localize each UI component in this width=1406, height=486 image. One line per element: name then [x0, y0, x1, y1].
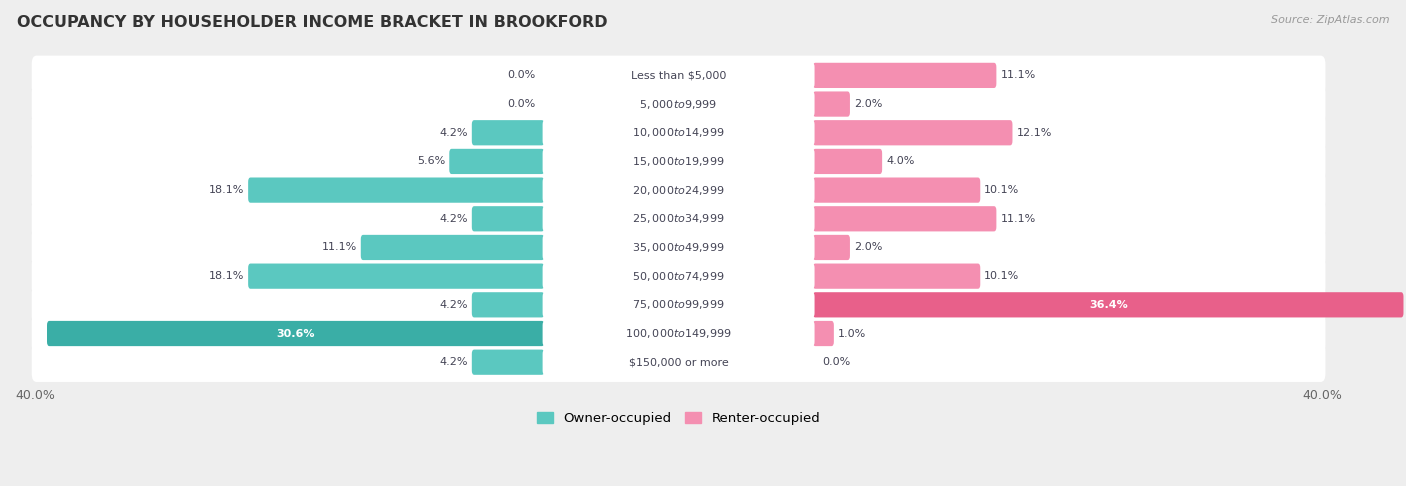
FancyBboxPatch shape: [543, 177, 814, 203]
Text: 12.1%: 12.1%: [1017, 128, 1052, 138]
FancyBboxPatch shape: [32, 170, 1326, 210]
FancyBboxPatch shape: [32, 113, 1326, 153]
FancyBboxPatch shape: [472, 206, 544, 231]
FancyBboxPatch shape: [543, 206, 814, 231]
FancyBboxPatch shape: [543, 263, 814, 289]
Text: $15,000 to $19,999: $15,000 to $19,999: [633, 155, 725, 168]
Text: $100,000 to $149,999: $100,000 to $149,999: [626, 327, 733, 340]
FancyBboxPatch shape: [32, 55, 1326, 95]
FancyBboxPatch shape: [32, 256, 1326, 296]
Text: 4.2%: 4.2%: [439, 214, 468, 224]
Text: 11.1%: 11.1%: [322, 243, 357, 252]
FancyBboxPatch shape: [32, 84, 1326, 124]
Text: 10.1%: 10.1%: [984, 271, 1019, 281]
FancyBboxPatch shape: [46, 321, 544, 346]
Text: 11.1%: 11.1%: [1001, 214, 1036, 224]
FancyBboxPatch shape: [543, 349, 814, 375]
FancyBboxPatch shape: [32, 199, 1326, 239]
Text: 18.1%: 18.1%: [208, 185, 245, 195]
FancyBboxPatch shape: [247, 263, 544, 289]
Text: 0.0%: 0.0%: [508, 99, 536, 109]
Text: $75,000 to $99,999: $75,000 to $99,999: [633, 298, 725, 312]
Text: $10,000 to $14,999: $10,000 to $14,999: [633, 126, 725, 139]
Text: 4.2%: 4.2%: [439, 357, 468, 367]
Text: $50,000 to $74,999: $50,000 to $74,999: [633, 270, 725, 283]
FancyBboxPatch shape: [813, 292, 1403, 317]
FancyBboxPatch shape: [543, 235, 814, 260]
FancyBboxPatch shape: [813, 149, 882, 174]
FancyBboxPatch shape: [813, 206, 997, 231]
Text: 11.1%: 11.1%: [1001, 70, 1036, 80]
Text: $5,000 to $9,999: $5,000 to $9,999: [640, 98, 717, 111]
Text: 30.6%: 30.6%: [277, 329, 315, 339]
FancyBboxPatch shape: [32, 285, 1326, 325]
FancyBboxPatch shape: [32, 314, 1326, 353]
Text: 0.0%: 0.0%: [508, 70, 536, 80]
FancyBboxPatch shape: [32, 141, 1326, 181]
Text: Source: ZipAtlas.com: Source: ZipAtlas.com: [1271, 15, 1389, 25]
Text: 2.0%: 2.0%: [853, 99, 883, 109]
Text: 4.0%: 4.0%: [886, 156, 914, 166]
FancyBboxPatch shape: [543, 321, 814, 346]
FancyBboxPatch shape: [813, 321, 834, 346]
FancyBboxPatch shape: [543, 149, 814, 174]
FancyBboxPatch shape: [813, 120, 1012, 145]
FancyBboxPatch shape: [813, 91, 851, 117]
Text: 18.1%: 18.1%: [208, 271, 245, 281]
FancyBboxPatch shape: [813, 177, 980, 203]
Text: 10.1%: 10.1%: [984, 185, 1019, 195]
FancyBboxPatch shape: [813, 235, 851, 260]
Text: $20,000 to $24,999: $20,000 to $24,999: [633, 184, 725, 197]
FancyBboxPatch shape: [450, 149, 544, 174]
Text: $35,000 to $49,999: $35,000 to $49,999: [633, 241, 725, 254]
FancyBboxPatch shape: [32, 227, 1326, 267]
Text: 4.2%: 4.2%: [439, 300, 468, 310]
FancyBboxPatch shape: [543, 91, 814, 117]
Legend: Owner-occupied, Renter-occupied: Owner-occupied, Renter-occupied: [531, 406, 825, 430]
FancyBboxPatch shape: [543, 63, 814, 88]
Text: 1.0%: 1.0%: [838, 329, 866, 339]
Text: OCCUPANCY BY HOUSEHOLDER INCOME BRACKET IN BROOKFORD: OCCUPANCY BY HOUSEHOLDER INCOME BRACKET …: [17, 15, 607, 30]
Text: 0.0%: 0.0%: [821, 357, 851, 367]
Text: 36.4%: 36.4%: [1088, 300, 1128, 310]
Text: Less than $5,000: Less than $5,000: [631, 70, 727, 80]
FancyBboxPatch shape: [361, 235, 544, 260]
FancyBboxPatch shape: [813, 63, 997, 88]
FancyBboxPatch shape: [32, 343, 1326, 382]
Text: $150,000 or more: $150,000 or more: [628, 357, 728, 367]
FancyBboxPatch shape: [543, 120, 814, 145]
FancyBboxPatch shape: [472, 120, 544, 145]
Text: 2.0%: 2.0%: [853, 243, 883, 252]
FancyBboxPatch shape: [247, 177, 544, 203]
Text: 4.2%: 4.2%: [439, 128, 468, 138]
FancyBboxPatch shape: [472, 292, 544, 317]
FancyBboxPatch shape: [813, 263, 980, 289]
FancyBboxPatch shape: [543, 292, 814, 317]
Text: $25,000 to $34,999: $25,000 to $34,999: [633, 212, 725, 226]
Text: 5.6%: 5.6%: [418, 156, 446, 166]
FancyBboxPatch shape: [472, 349, 544, 375]
